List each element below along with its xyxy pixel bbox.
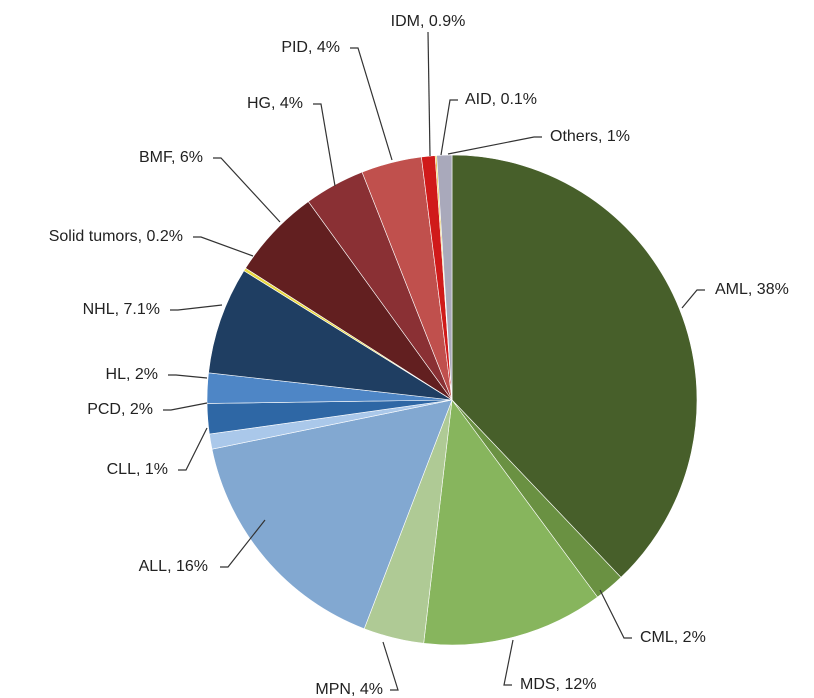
- data-label: Solid tumors, 0.2%: [49, 228, 183, 245]
- leader-line: [427, 31, 431, 157]
- leader-line: [503, 639, 514, 686]
- pie-slice: [451, 154, 698, 578]
- leader-line: [170, 304, 223, 311]
- data-label: IDM, 0.9%: [391, 13, 466, 30]
- leader-line: [440, 99, 458, 156]
- data-label: PID, 4%: [281, 39, 340, 56]
- data-label: PCD, 2%: [87, 401, 153, 418]
- pie-slice: [208, 270, 453, 401]
- leader-line: [178, 427, 208, 471]
- pie-slice: [423, 399, 598, 646]
- leader-line: [220, 519, 266, 568]
- leader-line: [193, 236, 254, 257]
- leader-line: [168, 374, 208, 379]
- pie-slice: [211, 399, 453, 630]
- data-label: CLL, 1%: [107, 461, 168, 478]
- data-label: ALL, 16%: [139, 558, 208, 575]
- data-label: BMF, 6%: [139, 149, 203, 166]
- leader-line: [447, 136, 542, 155]
- data-label: AML, 38%: [715, 281, 789, 298]
- leader-line: [382, 641, 399, 691]
- pie-slice: [436, 154, 453, 401]
- leader-line: [350, 47, 393, 161]
- data-label: HG, 4%: [247, 95, 303, 112]
- data-label: MDS, 12%: [520, 676, 596, 693]
- leader-line: [681, 289, 705, 309]
- data-label: AID, 0.1%: [465, 91, 537, 108]
- data-label: Others, 1%: [550, 128, 630, 145]
- leader-line: [163, 402, 208, 411]
- data-label: HL, 2%: [106, 366, 158, 383]
- leader-line: [313, 103, 336, 187]
- leader-line: [599, 589, 632, 639]
- data-label: NHL, 7.1%: [83, 301, 160, 318]
- data-label: CML, 2%: [640, 629, 706, 646]
- leader-line: [213, 157, 281, 223]
- data-label: MPN, 4%: [315, 681, 383, 698]
